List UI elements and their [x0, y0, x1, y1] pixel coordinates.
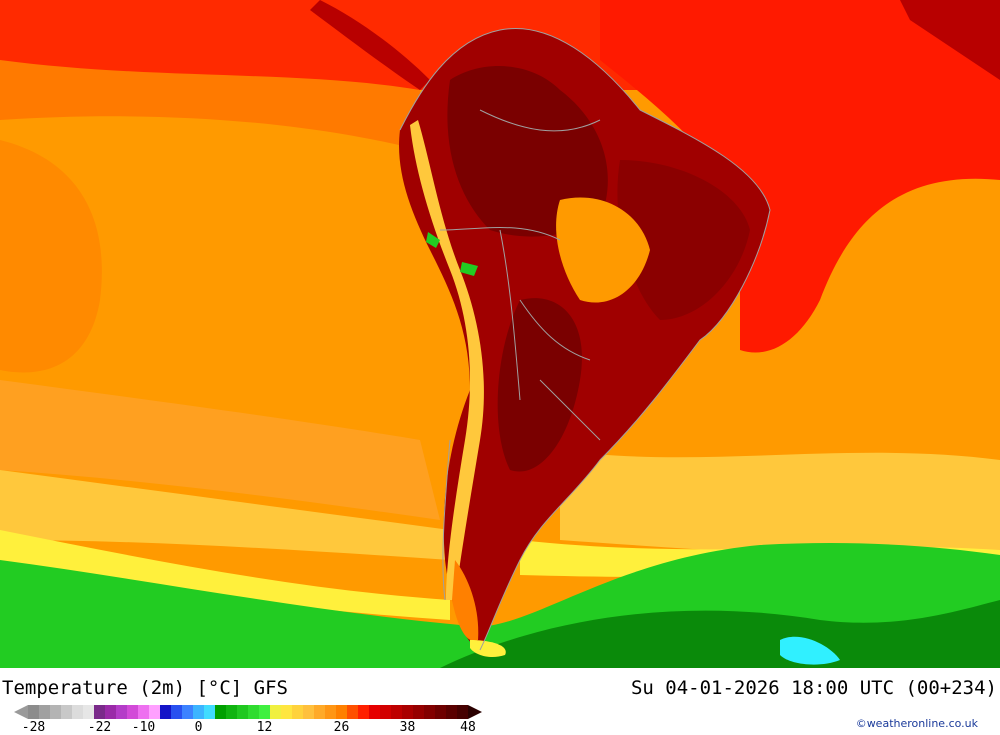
scale-tick-label: 0: [194, 720, 203, 735]
central-america-land: [310, 0, 430, 90]
andes-cool-ridge: [410, 120, 484, 600]
scale-arrow-left-icon: [14, 705, 28, 719]
atlantic-temperate-band: [560, 450, 1000, 560]
scale-swatch: [127, 705, 138, 719]
scale-swatch: [61, 705, 72, 719]
scale-swatch: [39, 705, 50, 719]
scale-swatch: [402, 705, 413, 719]
southern-colder-band: [440, 600, 1000, 668]
scale-swatch: [226, 705, 237, 719]
scale-swatch: [424, 705, 435, 719]
scale-swatch: [413, 705, 424, 719]
scale-swatch: [446, 705, 457, 719]
scale-tick-label: 12: [256, 720, 273, 735]
andes-cold-spot: [426, 232, 440, 248]
scale-swatch: [248, 705, 259, 719]
scale-swatch: [303, 705, 314, 719]
scale-swatch: [369, 705, 380, 719]
scale-swatch: [94, 705, 105, 719]
map-canvas: [0, 0, 1000, 668]
scale-swatch: [204, 705, 215, 719]
scale-swatch: [292, 705, 303, 719]
scale-swatch: [215, 705, 226, 719]
altiplano-cold-spot: [460, 262, 478, 276]
scale-swatch: [149, 705, 160, 719]
map-title: Temperature (2m) [°C] GFS: [2, 677, 288, 699]
scale-swatch: [237, 705, 248, 719]
scale-swatch: [380, 705, 391, 719]
scale-swatch: [358, 705, 369, 719]
scale-swatch: [270, 705, 281, 719]
scale-arrow-right-icon: [468, 705, 482, 719]
scale-swatch: [435, 705, 446, 719]
scale-swatch: [193, 705, 204, 719]
scale-swatch: [105, 705, 116, 719]
scale-swatch: [325, 705, 336, 719]
pacific-mid-band: [0, 380, 440, 520]
scale-swatch: [72, 705, 83, 719]
pacific-warm-zone: [0, 60, 420, 150]
scale-tick-label: 48: [460, 720, 476, 735]
scale-swatch: [116, 705, 127, 719]
scale-swatch: [336, 705, 347, 719]
credit-link[interactable]: ©weatheronline.co.uk: [855, 717, 978, 730]
scale-swatch: [457, 705, 468, 719]
pacific-temperate-band: [0, 470, 450, 560]
brazil-highlands-heat: [617, 160, 750, 320]
scale-swatch: [314, 705, 325, 719]
scale-tick-label: 26: [333, 720, 350, 735]
map-footer: Temperature (2m) [°C] GFS Su 04-01-2026 …: [0, 668, 1000, 735]
patagonia-warm-zone: [452, 560, 479, 641]
scale-swatch: [391, 705, 402, 719]
atlantic-hot-zone: [600, 0, 1000, 353]
scale-tick-label: -28: [21, 720, 46, 735]
scale-swatch: [160, 705, 171, 719]
scale-swatch: [83, 705, 94, 719]
plateau-cooler-zone: [556, 197, 650, 303]
ice-patch: [780, 636, 840, 665]
valid-time: Su 04-01-2026 18:00 UTC (00+234): [630, 677, 997, 699]
scale-swatch: [281, 705, 292, 719]
scale-swatch: [138, 705, 149, 719]
temperature-map: [0, 0, 1000, 668]
pacific-cool-band: [0, 530, 450, 620]
scale-swatch: [28, 705, 39, 719]
gran-chaco-heat: [497, 298, 582, 472]
scale-tick-label: -10: [131, 720, 156, 735]
scale-tick-label: -22: [87, 720, 112, 735]
scale-swatch: [347, 705, 358, 719]
scale-swatch: [50, 705, 61, 719]
scale-swatch: [259, 705, 270, 719]
color-scale: [28, 705, 468, 719]
tierra-del-fuego: [470, 640, 506, 658]
scale-swatch: [171, 705, 182, 719]
west-africa-land: [900, 0, 1000, 80]
country-borders: [399, 28, 771, 651]
pacific-orange-zone: [0, 140, 102, 373]
scale-tick-label: 38: [399, 720, 416, 735]
scale-swatch: [182, 705, 193, 719]
amazon-extreme-heat: [447, 66, 608, 237]
